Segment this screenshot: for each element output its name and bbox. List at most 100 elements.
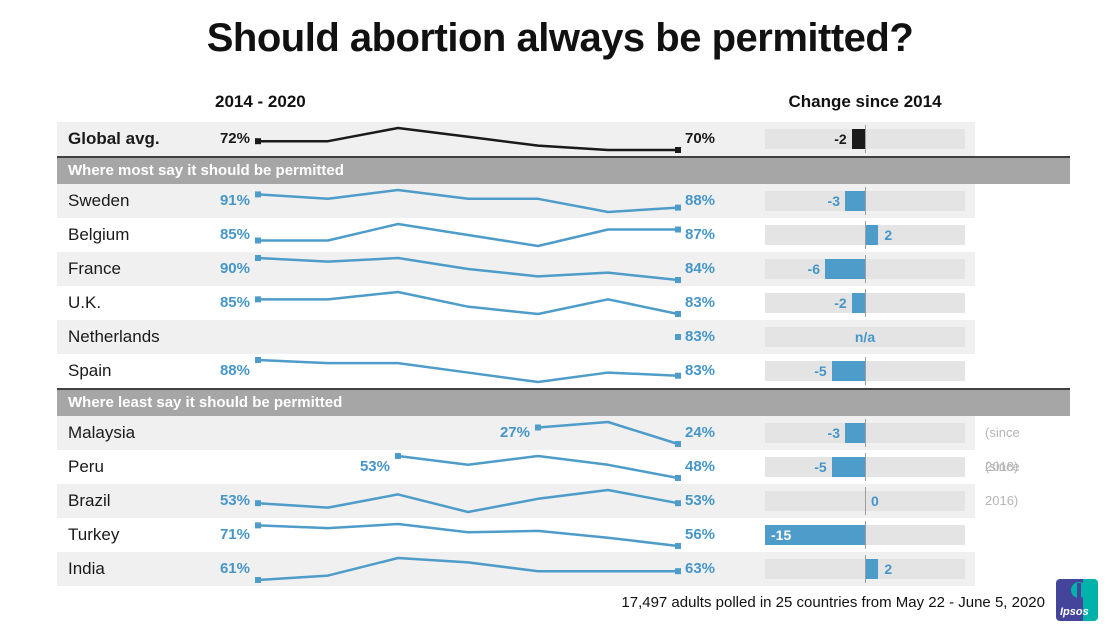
change-bar xyxy=(831,361,865,381)
sparkline-endpoint-marker xyxy=(255,138,261,145)
end-value: 70% xyxy=(685,130,716,147)
country-row: Turkey 71% 56% -15 xyxy=(57,518,975,552)
country-label: Netherlands xyxy=(68,327,160,346)
trend-sparkline xyxy=(255,522,681,549)
start-value: 53% xyxy=(359,458,390,475)
country-label: Brazil xyxy=(68,491,111,510)
end-value: 56% xyxy=(685,526,716,543)
sparkline-endpoint-marker xyxy=(675,372,681,379)
country-row: India 61% 63% 2 xyxy=(57,552,975,586)
country-row: Peru 53% 48% -5 (since 2016) xyxy=(57,450,1020,508)
sparkline-endpoint-marker xyxy=(675,147,681,153)
sparkline-endpoint-marker xyxy=(255,522,261,529)
change-axis-centerline xyxy=(865,555,866,583)
trend-sparkline xyxy=(675,334,681,340)
change-value: -6 xyxy=(807,261,820,277)
start-value: 72% xyxy=(219,130,250,147)
sparkline-endpoint-marker xyxy=(395,453,401,459)
sparkline-endpoint-marker xyxy=(675,334,681,340)
sparkline-endpoint-marker xyxy=(675,204,681,211)
sparkline-endpoint-marker xyxy=(255,296,261,303)
start-value: 53% xyxy=(219,492,250,509)
sparkline-endpoint-marker xyxy=(255,237,261,244)
sparkline-endpoint-marker xyxy=(255,500,261,507)
country-row: Netherlands 83% n/a xyxy=(57,320,975,354)
country-row: Global avg. 72% 70% -2 xyxy=(57,122,975,156)
start-value: 85% xyxy=(219,226,250,243)
end-value: 48% xyxy=(685,458,716,475)
end-value: 83% xyxy=(685,294,716,311)
end-value: 87% xyxy=(685,226,716,243)
change-value: 2 xyxy=(884,227,893,243)
trend-sparkline xyxy=(255,188,681,214)
since-year-note: (since 2018) xyxy=(985,425,1020,474)
end-value: 53% xyxy=(685,492,716,509)
change-axis-centerline xyxy=(865,255,866,283)
trend-sparkline xyxy=(255,488,681,514)
end-value: 88% xyxy=(685,192,716,209)
start-value: 88% xyxy=(219,362,250,379)
change-column-header: Change since 2014 xyxy=(788,92,942,111)
country-label: Malaysia xyxy=(68,423,136,442)
country-row: Belgium 85% 87% 2 xyxy=(57,218,975,252)
start-value: 27% xyxy=(499,424,530,441)
sparkline-endpoint-marker xyxy=(675,226,681,233)
change-axis-centerline xyxy=(865,419,866,447)
change-axis-centerline xyxy=(865,357,866,385)
sparkline-endpoint-marker xyxy=(675,277,681,283)
chart-rows: Global avg. 72% 70% -2 Where most say it sho… xyxy=(57,122,1070,586)
sparkline-endpoint-marker xyxy=(675,543,681,549)
country-row: Malaysia 27% 24% -3 (since 2018) xyxy=(57,416,1020,474)
sparkline-endpoint-marker xyxy=(255,577,261,583)
change-bar xyxy=(865,559,879,579)
page-title: Should abortion always be permitted? xyxy=(206,16,914,60)
country-label: India xyxy=(68,559,105,578)
trend-sparkline xyxy=(395,453,681,481)
sparkline-endpoint-marker xyxy=(675,500,681,507)
sparkline-endpoint-marker xyxy=(675,568,681,575)
change-axis-centerline xyxy=(865,221,866,249)
country-row: Brazil 53% 53% 0 xyxy=(57,484,975,518)
change-bar xyxy=(831,457,865,477)
trend-sparkline xyxy=(255,357,681,384)
since-year-note: (since 2016) xyxy=(985,459,1020,508)
trend-sparkline xyxy=(255,290,681,317)
footer-note: 17,497 adults polled in 25 countries fro… xyxy=(621,594,1045,611)
change-bar xyxy=(765,525,865,545)
change-bar xyxy=(851,129,865,149)
sparkline-endpoint-marker xyxy=(675,475,681,481)
start-value: 71% xyxy=(219,526,250,543)
country-label: U.K. xyxy=(68,293,102,312)
change-bar xyxy=(851,293,865,313)
country-row: France 90% 84% -6 xyxy=(57,252,975,286)
section-header-label: Where most say it should be permitted xyxy=(68,162,344,179)
change-bar xyxy=(865,225,879,245)
logo-wordmark: Ipsos xyxy=(1060,606,1089,618)
change-bar xyxy=(845,191,865,211)
change-value: 2 xyxy=(884,561,893,577)
section-header-label: Where least say it should be permitted xyxy=(68,394,343,411)
change-bar xyxy=(825,259,865,279)
trend-sparkline xyxy=(535,420,681,447)
change-value: -3 xyxy=(827,193,840,209)
change-value: -2 xyxy=(834,295,847,311)
section-header: Where most say it should be permitted xyxy=(57,156,1070,184)
country-row: Spain 88% 83% -5 xyxy=(57,354,975,388)
trend-sparkline xyxy=(255,126,681,153)
end-value: 84% xyxy=(685,260,716,277)
change-value: -2 xyxy=(834,131,847,147)
change-axis-centerline xyxy=(865,487,866,515)
trend-column-header: 2014 - 2020 xyxy=(215,92,306,111)
sparkline-endpoint-marker xyxy=(255,255,261,261)
country-label: Sweden xyxy=(68,191,130,210)
sparkline-endpoint-marker xyxy=(255,191,261,198)
section-header: Where least say it should be permitted xyxy=(57,388,1070,416)
country-label: Global avg. xyxy=(68,129,160,148)
change-axis-centerline xyxy=(865,187,866,215)
country-label: Turkey xyxy=(68,525,120,544)
start-value: 91% xyxy=(219,192,250,209)
end-value: 83% xyxy=(685,328,716,345)
country-row: U.K. 85% 83% -2 xyxy=(57,286,975,320)
change-axis-centerline xyxy=(865,521,866,549)
